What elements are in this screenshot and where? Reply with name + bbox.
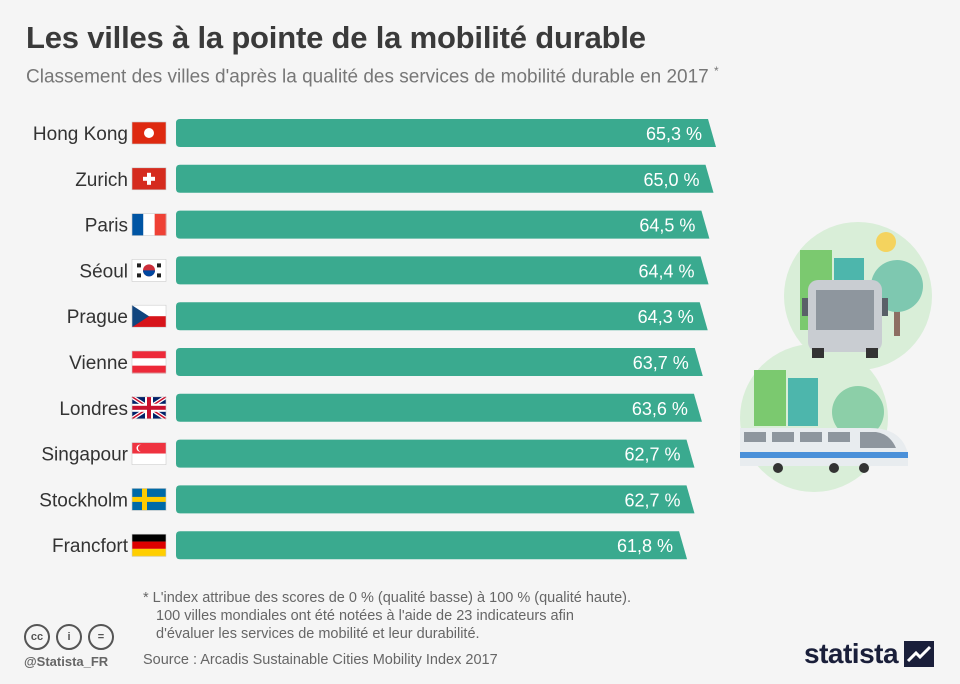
bar (176, 302, 708, 331)
license-icons: cc i = (24, 624, 114, 650)
bar (176, 531, 688, 560)
data-label: 63,6 % (632, 399, 688, 419)
category-label: Paris (85, 216, 128, 237)
creative-commons-icon[interactable]: cc (24, 624, 50, 650)
data-label: 64,5 % (639, 216, 695, 236)
footnote-line-2: 100 villes mondiales ont été notées à l'… (156, 608, 574, 624)
bar (176, 485, 695, 514)
bar (176, 164, 714, 193)
data-label: 63,7 % (633, 353, 689, 373)
sun-icon (876, 232, 896, 252)
brand-name: statista (804, 638, 899, 669)
subtitle-footnote-mark: * (714, 64, 719, 78)
statista-logo[interactable]: statista (804, 638, 935, 670)
category-label: Francfort (52, 536, 129, 557)
statista-mark-icon (904, 641, 935, 667)
no-derivatives-icon[interactable]: = (88, 624, 114, 650)
bar-chart: Hong Kong 65,3 % Zurich 65,0 % Paris 64,5 % Sé… (33, 119, 716, 560)
category-label: Hong Kong (33, 124, 128, 145)
data-label: 64,4 % (639, 261, 695, 281)
czechia-flag-icon (131, 304, 167, 328)
chart-subtitle: Classement des villes d'après la qualité… (26, 64, 719, 88)
switzerland-flag-icon (131, 167, 167, 191)
bar (176, 348, 703, 376)
footnote-line-3: d'évaluer les services de mobilité et le… (156, 626, 480, 642)
france-flag-icon (131, 213, 167, 236)
data-label: 64,3 % (638, 307, 694, 327)
sweden-flag-icon (131, 488, 167, 511)
category-label: Séoul (79, 261, 128, 282)
united-kingdom-flag-icon (130, 395, 168, 421)
train-icon (740, 428, 908, 473)
hong-kong-flag-icon (131, 121, 167, 145)
category-label: Singapour (41, 445, 128, 466)
data-label: 65,3 % (646, 124, 702, 144)
bar (176, 439, 695, 468)
germany-flag-icon (131, 533, 167, 557)
bar (176, 119, 716, 147)
data-label: 61,8 % (617, 536, 673, 556)
category-label: Londres (59, 399, 128, 420)
bar (176, 256, 709, 285)
category-label: Stockholm (39, 490, 128, 511)
mobility-illustration (740, 222, 932, 492)
austria-flag-icon (131, 350, 167, 374)
south-korea-flag-icon (131, 259, 167, 282)
singapore-flag-icon (131, 442, 167, 465)
footnote-line-1: * L'index attribue des scores de 0 % (qu… (143, 590, 632, 606)
social-handle[interactable]: @Statista_FR (24, 654, 109, 669)
data-label: 62,7 % (624, 445, 680, 465)
source-note: Source : Arcadis Sustainable Cities Mobi… (143, 652, 498, 668)
attribution-icon[interactable]: i (56, 624, 82, 650)
bar (176, 210, 710, 239)
data-label: 62,7 % (624, 490, 680, 510)
chart-title: Les villes à la pointe de la mobilité du… (26, 20, 646, 55)
data-label: 65,0 % (643, 170, 699, 190)
bar (176, 393, 702, 422)
footnote: * L'index attribue des scores de 0 % (qu… (143, 589, 631, 643)
category-label: Prague (67, 307, 128, 328)
subtitle-text: Classement des villes d'après la qualité… (26, 66, 709, 88)
category-label: Vienne (69, 353, 128, 374)
category-label: Zurich (75, 170, 128, 191)
bus-icon (802, 280, 888, 358)
